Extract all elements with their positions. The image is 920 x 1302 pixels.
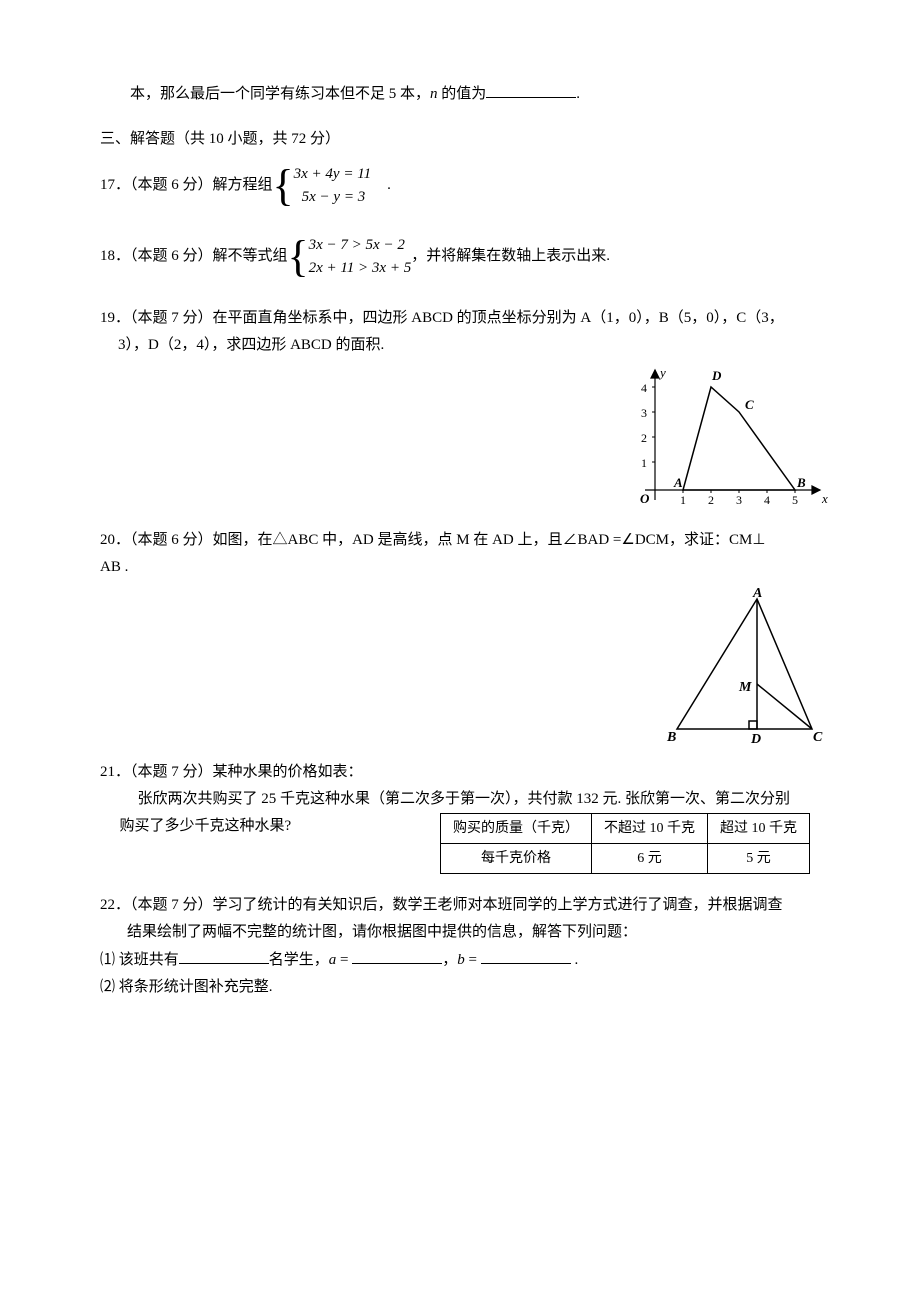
svg-text:C: C xyxy=(745,397,754,412)
q22: 22．（本题 7 分）学习了统计的有关知识后，数学王老师对本班同学的上学方式进行… xyxy=(100,892,830,1001)
svg-text:1: 1 xyxy=(680,493,686,507)
svg-text:C: C xyxy=(813,730,823,745)
q17-end: . xyxy=(387,172,391,199)
q22-s1e: ， xyxy=(442,952,457,968)
q21-line3: 购买了多少千克这种水果? xyxy=(100,813,291,840)
q21-table: 购买的质量（千克） 不超过 10 千克 超过 10 千克 每千克价格 6 元 5… xyxy=(440,813,810,874)
q22-sub1: ⑴ 该班共有名学生，a = ，b = . xyxy=(100,946,830,974)
t-r1c1: 购买的质量（千克） xyxy=(441,814,592,844)
q18-post: ，并将解集在数轴上表示出来. xyxy=(411,243,610,270)
q16-tail: 本，那么最后一个同学有练习本但不足 5 本，n 的值为. xyxy=(100,80,830,108)
q22-blank3 xyxy=(481,946,571,964)
t-r2c2: 6 元 xyxy=(592,844,708,874)
q16-pre: 本，那么最后一个同学有练习本但不足 5 本， xyxy=(130,86,430,102)
t-r2c1: 每千克价格 xyxy=(441,844,592,874)
q22-s1h: . xyxy=(571,952,579,968)
svg-text:D: D xyxy=(711,368,722,383)
q16-var: n xyxy=(430,86,438,102)
q17-eq1: 3x + 4y = 11 xyxy=(294,163,371,186)
q17-label: 17．（本题 6 分）解方程组 xyxy=(100,172,273,199)
svg-text:A: A xyxy=(673,475,683,490)
q16-blank xyxy=(486,80,576,98)
q22-b: b xyxy=(457,952,465,968)
svg-text:B: B xyxy=(666,730,676,745)
brace-icon: { xyxy=(273,164,294,208)
t-r2c3: 5 元 xyxy=(708,844,810,874)
svg-text:1: 1 xyxy=(641,456,647,470)
q19-line1: 19．（本题 7 分）在平面直角坐标系中，四边形 ABCD 的顶点坐标分别为 A… xyxy=(100,305,830,332)
q22-line1: 22．（本题 7 分）学习了统计的有关知识后，数学王老师对本班同学的上学方式进行… xyxy=(100,892,830,919)
svg-text:B: B xyxy=(796,475,806,490)
origin-label: O xyxy=(640,491,650,506)
q18-system: { 3x − 7 > 5x − 2 2x + 11 > 3x + 5 xyxy=(288,234,412,279)
q20: 20．（本题 6 分）如图，在△ABC 中，AD 是高线，点 M 在 AD 上，… xyxy=(100,527,830,747)
svg-text:4: 4 xyxy=(641,381,647,395)
q19-figure-wrap: x y O 1 2 3 4 5 1 2 3 4 A B C D xyxy=(100,365,830,515)
q22-s1d: = xyxy=(336,952,352,968)
q20-figure-wrap: A B C D M xyxy=(100,587,830,747)
q22-blank2 xyxy=(352,946,442,964)
q21-head: 21．（本题 7 分）某种水果的价格如表： xyxy=(100,759,830,786)
q18: 18．（本题 6 分）解不等式组 { 3x − 7 > 5x − 2 2x + … xyxy=(100,234,830,279)
q18-eqs: 3x − 7 > 5x − 2 2x + 11 > 3x + 5 xyxy=(309,234,412,279)
q18-eq1: 3x − 7 > 5x − 2 xyxy=(309,234,412,257)
svg-text:A: A xyxy=(752,587,762,601)
q18-eq2: 2x + 11 > 3x + 5 xyxy=(309,257,412,280)
q22-s1g: = xyxy=(465,952,481,968)
t-r1c3: 超过 10 千克 xyxy=(708,814,810,844)
q21-line2: 张欣两次共购买了 25 千克这种水果（第二次多于第一次），共付款 132 元. … xyxy=(100,786,830,813)
q16-post: 的值为 xyxy=(438,86,487,102)
q20-line2: AB . xyxy=(100,554,830,581)
q17-eq2: 5x − y = 3 xyxy=(294,186,371,209)
section-3-title: 三、解答题（共 10 小题，共 72 分） xyxy=(100,126,830,153)
q22-line2: 结果绘制了两幅不完整的统计图，请你根据图中提供的信息，解答下列问题： xyxy=(100,919,830,946)
q17-system: { 3x + 4y = 11 5x − y = 3 xyxy=(273,163,372,208)
q20-line1: 20．（本题 6 分）如图，在△ABC 中，AD 是高线，点 M 在 AD 上，… xyxy=(100,527,830,554)
q16-end: . xyxy=(576,86,580,102)
q22-s1b: 名学生， xyxy=(269,952,329,968)
svg-text:5: 5 xyxy=(792,493,798,507)
q22-s1a: ⑴ 该班共有 xyxy=(100,952,179,968)
svg-text:D: D xyxy=(750,732,761,747)
brace-icon: { xyxy=(288,235,309,279)
svg-text:M: M xyxy=(738,680,752,695)
axis-y-label: y xyxy=(658,365,666,380)
axis-x-label: x xyxy=(821,491,828,506)
q21: 21．（本题 7 分）某种水果的价格如表： 张欣两次共购买了 25 千克这种水果… xyxy=(100,759,830,874)
svg-text:4: 4 xyxy=(764,493,770,507)
q22-sub2: ⑵ 将条形统计图补充完整. xyxy=(100,974,830,1001)
svg-text:3: 3 xyxy=(736,493,742,507)
svg-text:3: 3 xyxy=(641,406,647,420)
q22-blank1 xyxy=(179,946,269,964)
svg-text:2: 2 xyxy=(641,431,647,445)
q17-eqs: 3x + 4y = 11 5x − y = 3 xyxy=(294,163,371,208)
q19: 19．（本题 7 分）在平面直角坐标系中，四边形 ABCD 的顶点坐标分别为 A… xyxy=(100,305,830,515)
q17: 17．（本题 6 分）解方程组 { 3x + 4y = 11 5x − y = … xyxy=(100,163,830,208)
q18-label: 18．（本题 6 分）解不等式组 xyxy=(100,243,288,270)
q20-triangle: A B C D M xyxy=(665,587,830,747)
svg-text:2: 2 xyxy=(708,493,714,507)
q19-line2: 3），D（2，4），求四边形 ABCD 的面积. xyxy=(100,332,830,359)
q19-chart: x y O 1 2 3 4 5 1 2 3 4 A B C D xyxy=(630,365,830,515)
t-r1c2: 不超过 10 千克 xyxy=(592,814,708,844)
